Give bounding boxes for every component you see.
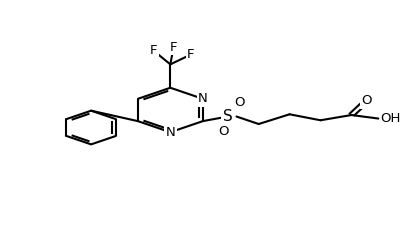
Text: N: N — [198, 92, 208, 105]
Text: O: O — [219, 124, 229, 138]
Text: F: F — [170, 41, 177, 54]
Text: F: F — [150, 44, 158, 57]
Text: S: S — [223, 109, 233, 124]
Text: OH: OH — [380, 112, 401, 125]
Text: N: N — [166, 126, 175, 139]
Text: O: O — [361, 95, 372, 107]
Text: F: F — [187, 48, 195, 61]
Text: O: O — [234, 95, 245, 109]
